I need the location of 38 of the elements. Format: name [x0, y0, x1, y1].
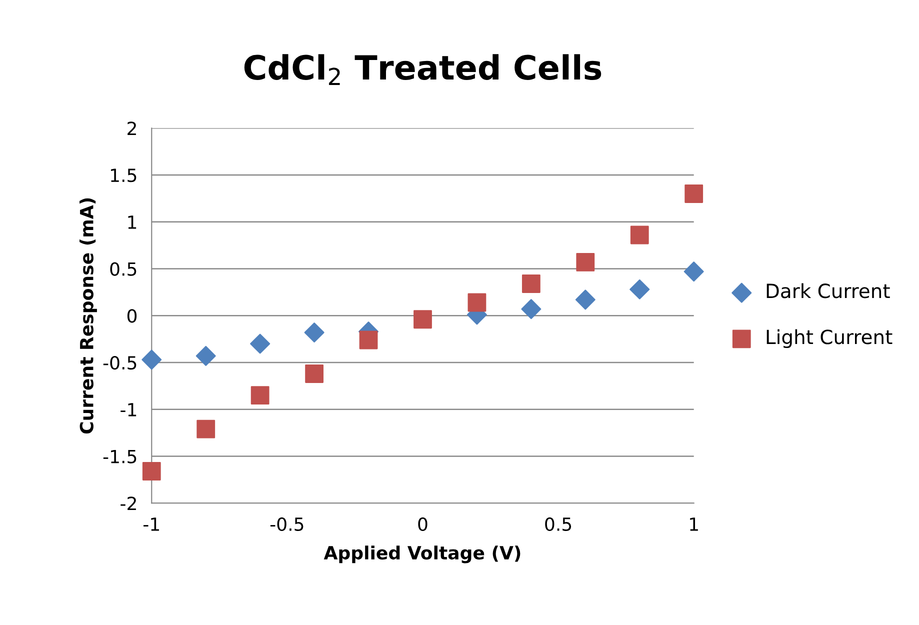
chart-title: CdCl$_{2}$ Treated Cells: [244, 54, 602, 85]
point: [575, 290, 596, 310]
point: [142, 350, 162, 370]
point: [250, 334, 270, 354]
point: [521, 299, 542, 320]
legend-label: Light Current: [766, 329, 892, 348]
y-tick-label: -0.5: [103, 356, 136, 370]
point: [196, 346, 216, 366]
point: [304, 322, 324, 343]
point: [142, 462, 161, 480]
point: [359, 330, 378, 350]
x-tick-label: -0.5: [270, 517, 304, 531]
point: [684, 184, 704, 203]
x-axis-title: Applied Voltage (V): [324, 546, 520, 564]
point: [576, 252, 595, 272]
point: [630, 279, 650, 300]
point: [468, 293, 486, 312]
point: [250, 386, 270, 405]
x-tick-label: -1: [144, 518, 159, 531]
point: [684, 262, 704, 282]
y-tick-label: 2: [128, 122, 136, 135]
y-tick-label: 1.5: [111, 168, 136, 182]
y-tick-label: -1: [120, 403, 136, 416]
point: [630, 226, 649, 244]
point: [522, 274, 540, 293]
legend-label: Dark Current: [766, 283, 890, 298]
y-axis-title: Current Response (mA): [80, 198, 97, 434]
point: [414, 310, 432, 329]
y-tick-label: -2: [120, 496, 136, 510]
y-tick-label: -1.5: [103, 450, 136, 464]
y-tick-label: 0.5: [110, 262, 136, 276]
point: [196, 420, 216, 438]
point: [305, 364, 324, 383]
x-tick-label: 0: [418, 517, 428, 531]
y-tick-label: 1: [128, 216, 136, 229]
y-tick-label: 0: [127, 309, 137, 323]
x-tick-label: 1: [690, 518, 698, 531]
x-tick-label: 0.5: [545, 517, 572, 531]
